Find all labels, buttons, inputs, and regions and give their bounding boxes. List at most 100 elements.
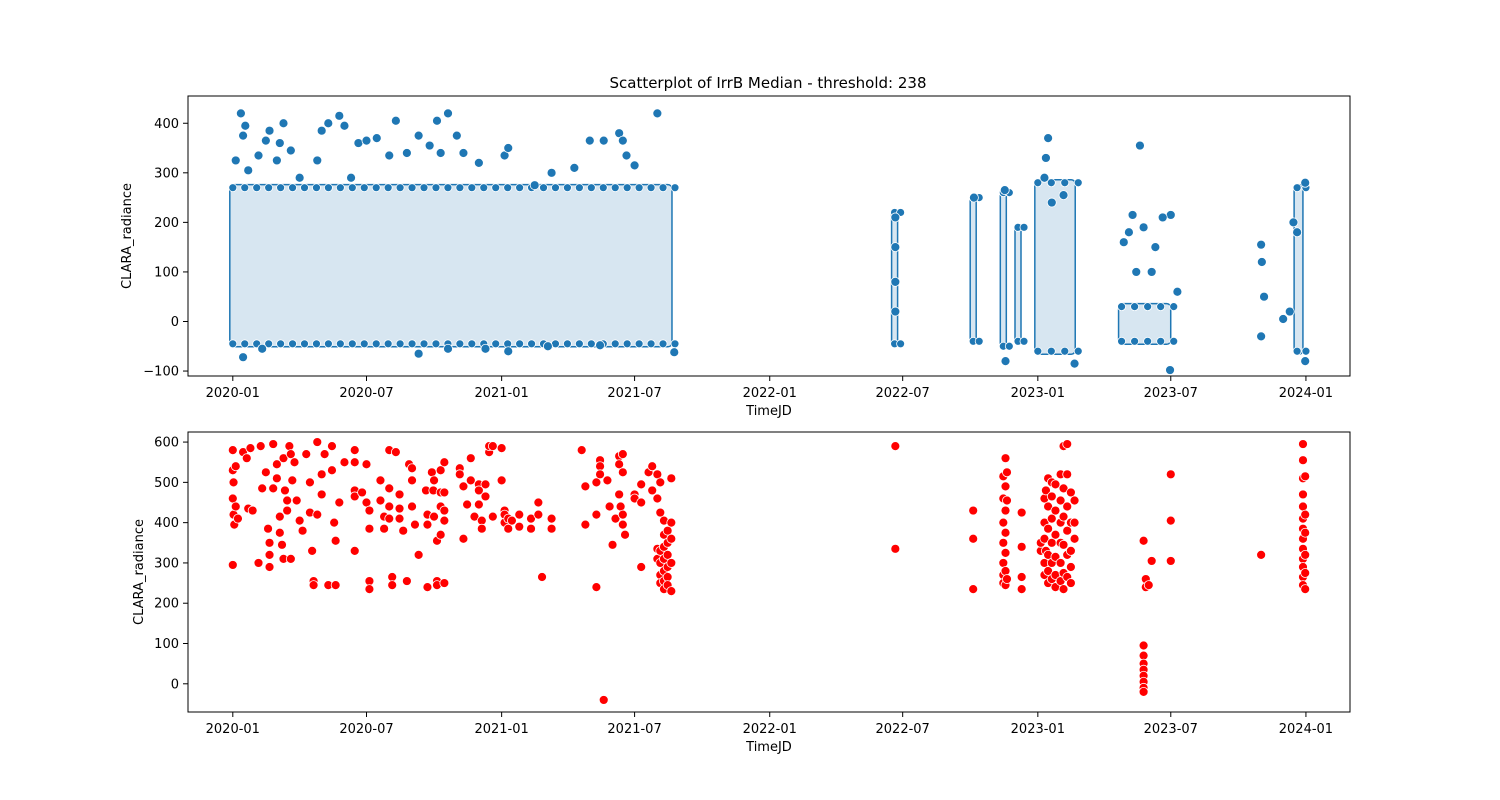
bottom-data-point (1300, 509, 1311, 520)
top-data-point (288, 183, 297, 193)
top-data-point (253, 150, 264, 161)
bottom-data-point (439, 457, 450, 468)
bottom-data-point (465, 475, 476, 486)
bottom-data-point (1065, 487, 1076, 498)
top-data-point (890, 212, 901, 223)
top-data-point (646, 183, 656, 193)
bottom-data-point (1002, 574, 1012, 584)
bottom-data-point (1300, 568, 1311, 578)
top-data-point (503, 143, 514, 153)
top-dense-point-band (1034, 178, 1076, 355)
top-data-point (586, 183, 596, 193)
bottom-data-point (591, 509, 602, 520)
bottom-data-point (247, 505, 258, 516)
bottom-data-point (255, 441, 266, 452)
bottom-data-point (439, 505, 450, 516)
bottom-x-tick-label: 2021-07 (607, 722, 661, 737)
top-x-tick-label: 2024-01 (1279, 386, 1333, 401)
top-data-point (610, 339, 620, 349)
bottom-data-point (1138, 650, 1149, 661)
bottom-y-axis: 0 100 200 300 400 500 600 (154, 436, 188, 692)
top-data-point (1156, 336, 1166, 346)
top-data-point (264, 339, 274, 349)
top-data-point (969, 192, 979, 203)
bottom-data-point (228, 477, 239, 488)
bottom-data-point (1046, 537, 1057, 548)
bottom-data-point (968, 584, 979, 595)
bottom-data-point (473, 485, 484, 496)
bottom-data-point (1069, 517, 1080, 528)
top-data-point (574, 339, 584, 349)
bottom-data-point (401, 576, 412, 586)
top-x-tick-label: 2023-07 (1144, 386, 1198, 401)
top-x-axis: 2020-01 2020-07 2021-01 2021-07 2022-01 2022-… (206, 376, 1333, 401)
top-data-point (401, 148, 412, 158)
top-data-point (467, 339, 477, 349)
bottom-data-point (361, 497, 372, 508)
top-data-point (274, 138, 285, 148)
top-data-point (353, 138, 364, 148)
bottom-data-point (439, 578, 450, 588)
bottom-data-point (398, 525, 409, 536)
bottom-data-point (282, 495, 293, 506)
bottom-data-point (1039, 533, 1050, 544)
bottom-y-tick-label: 400 (154, 516, 179, 531)
bottom-data-point (357, 487, 367, 498)
bottom-data-point (429, 511, 439, 522)
top-data-point (1058, 190, 1069, 201)
bottom-data-point (422, 519, 433, 530)
bottom-data-point (890, 441, 901, 452)
bottom-data-point (998, 558, 1009, 568)
top-dense-point-band (1293, 183, 1304, 355)
top-data-point (443, 108, 453, 119)
top-data-point (395, 339, 405, 349)
bottom-data-point (271, 473, 282, 484)
top-data-point (312, 339, 321, 349)
bottom-x-axis-label: TimeJD (745, 740, 792, 755)
top-data-point (264, 125, 275, 136)
top-data-point (359, 183, 369, 193)
bottom-data-point (1143, 580, 1154, 590)
bottom-data-point (284, 441, 295, 452)
top-data-point (230, 155, 241, 166)
bottom-x-tick-label: 2023-07 (1144, 722, 1198, 737)
bottom-data-point (610, 513, 621, 524)
top-data-point (1288, 217, 1299, 228)
bottom-data-point (334, 497, 345, 508)
top-data-point (243, 165, 254, 176)
bottom-data-point (647, 461, 658, 472)
bottom-data-point (264, 562, 275, 572)
top-data-point (658, 183, 668, 193)
bottom-data-point (316, 469, 327, 480)
bottom-data-point (1069, 495, 1080, 506)
top-data-point (586, 339, 596, 349)
bottom-data-point (1138, 640, 1149, 651)
top-data-point (479, 183, 489, 193)
bottom-data-point (253, 558, 264, 568)
bottom-data-point (1016, 507, 1027, 518)
top-data-point (1138, 222, 1149, 233)
top-data-point (278, 118, 289, 129)
top-data-point (617, 135, 628, 146)
bottom-data-point (364, 584, 375, 595)
bottom-y-tick-label: 200 (154, 597, 179, 612)
top-y-axis-label: CLARA_radiance (120, 183, 135, 289)
bottom-x-tick-label: 2022-01 (743, 722, 797, 737)
bottom-data-point (1062, 439, 1073, 449)
top-data-point (424, 140, 435, 151)
bottom-data-point (1043, 501, 1054, 512)
top-data-point (896, 339, 906, 349)
bottom-data-point (591, 477, 602, 488)
top-data-point (569, 162, 580, 173)
top-data-point (658, 339, 668, 349)
top-x-tick-label: 2022-01 (743, 386, 797, 401)
top-data-point (1131, 267, 1142, 277)
bottom-data-point (454, 469, 465, 480)
bottom-data-point (666, 473, 677, 484)
top-data-point (324, 183, 333, 193)
bottom-x-tick-label: 2020-01 (206, 722, 260, 737)
top-data-point (598, 135, 609, 146)
top-data-point (294, 172, 305, 183)
top-data-point (503, 183, 513, 193)
top-data-point (432, 115, 442, 126)
